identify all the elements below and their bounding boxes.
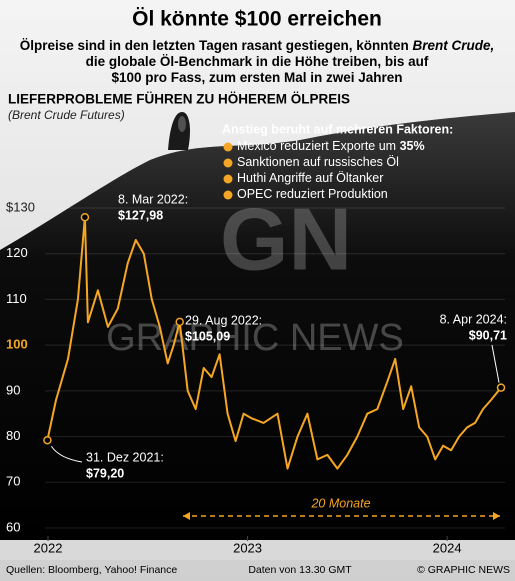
subtitle-line: die globale Öl-Benchmark in die Höhe tre… <box>86 54 429 69</box>
bullet <box>223 190 233 200</box>
annotation-date: 8. Mar 2022: <box>118 192 188 206</box>
y-tick-label: 70 <box>6 474 20 489</box>
factor: Sanktionen auf russisches Öl <box>237 155 399 169</box>
annotation-value: $105,09 <box>185 329 230 343</box>
span-label: 20 Monate <box>310 496 370 510</box>
point-marker <box>496 383 506 392</box>
subtitle-part: Brent Crude, <box>413 38 495 53</box>
heading: LIEFERPROBLEME FÜHREN ZU HÖHEREM ÖLPREIS <box>8 92 350 107</box>
y-tick-label: 90 <box>6 382 20 397</box>
factor-part: 35% <box>400 139 425 153</box>
source: Quellen: Bloomberg, Yahoo! Finance <box>6 564 177 576</box>
subtitle-part: Ölpreise sind in den letzten Tagen rasan… <box>20 38 413 53</box>
time-note: Daten von 13.30 GMT <box>248 564 352 576</box>
factor-part: Huthi Angriffe auf Öltanker <box>237 171 383 185</box>
bullet <box>223 174 233 184</box>
factors: Mexico reduziert Exporte um 35%Sanktione… <box>223 139 425 201</box>
annotation-value: $79,20 <box>86 466 124 480</box>
x-tick-label: 2022 <box>34 540 63 555</box>
annotation-date: 29. Aug 2022: <box>185 313 262 327</box>
annotation-value: $90,71 <box>469 328 507 342</box>
leader <box>50 445 83 463</box>
point-marker <box>43 435 52 445</box>
y-tick-label: $130 <box>6 199 35 214</box>
oil-splash <box>0 112 515 540</box>
y-tick-label: 60 <box>6 519 20 534</box>
oil-highlight <box>178 116 186 132</box>
factor: OPEC reduziert Produktion <box>237 187 388 201</box>
subtitle-part: $100 pro Fass, zum ersten Mal in zwei Ja… <box>111 70 402 85</box>
x-tick-label: 2023 <box>233 540 262 555</box>
logo: GN <box>220 189 352 288</box>
y-tick-label: 110 <box>6 291 27 306</box>
subheading: (Brent Crude Futures) <box>8 108 125 122</box>
subtitle: Ölpreise sind in den letzten Tagen rasan… <box>20 38 495 85</box>
credit: © GRAPHIC NEWS <box>417 564 510 576</box>
bullet <box>223 142 233 152</box>
factor-part: Sanktionen auf russisches Öl <box>237 155 399 169</box>
price-line <box>46 216 502 470</box>
y-tick-label: 120 <box>6 245 28 260</box>
annotation-date: 31. Dez 2021: <box>86 450 164 464</box>
bullet <box>223 158 233 168</box>
axis-strip <box>0 540 515 560</box>
factor-part: OPEC reduziert Produktion <box>237 187 388 201</box>
x-tick-label: 2024 <box>433 540 462 555</box>
point-marker <box>175 317 184 327</box>
factors-title: Anstieg beruht auf mehreren Faktoren: <box>222 122 453 136</box>
point-marker <box>80 212 90 222</box>
subtitle-part: die globale Öl-Benchmark in die Höhe tre… <box>86 54 429 69</box>
y-tick-label: 80 <box>6 428 20 443</box>
chart-title: Öl könnte $100 erreichen <box>132 8 382 31</box>
factor: Huthi Angriffe auf Öltanker <box>237 171 383 185</box>
y-tick-label: 100 <box>6 337 28 352</box>
leader <box>491 344 500 383</box>
watermark: GRAPHIC NEWS <box>106 317 404 359</box>
factor: Mexico reduziert Exporte um 35% <box>237 139 425 153</box>
annotation-value: $127,98 <box>118 208 163 222</box>
subtitle-line: Ölpreise sind in den letzten Tagen rasan… <box>20 38 495 53</box>
annotation-date: 8. Apr 2024: <box>440 312 507 326</box>
factor-part: Mexico reduziert Exporte um <box>237 139 400 153</box>
subtitle-line: $100 pro Fass, zum ersten Mal in zwei Ja… <box>111 70 402 85</box>
